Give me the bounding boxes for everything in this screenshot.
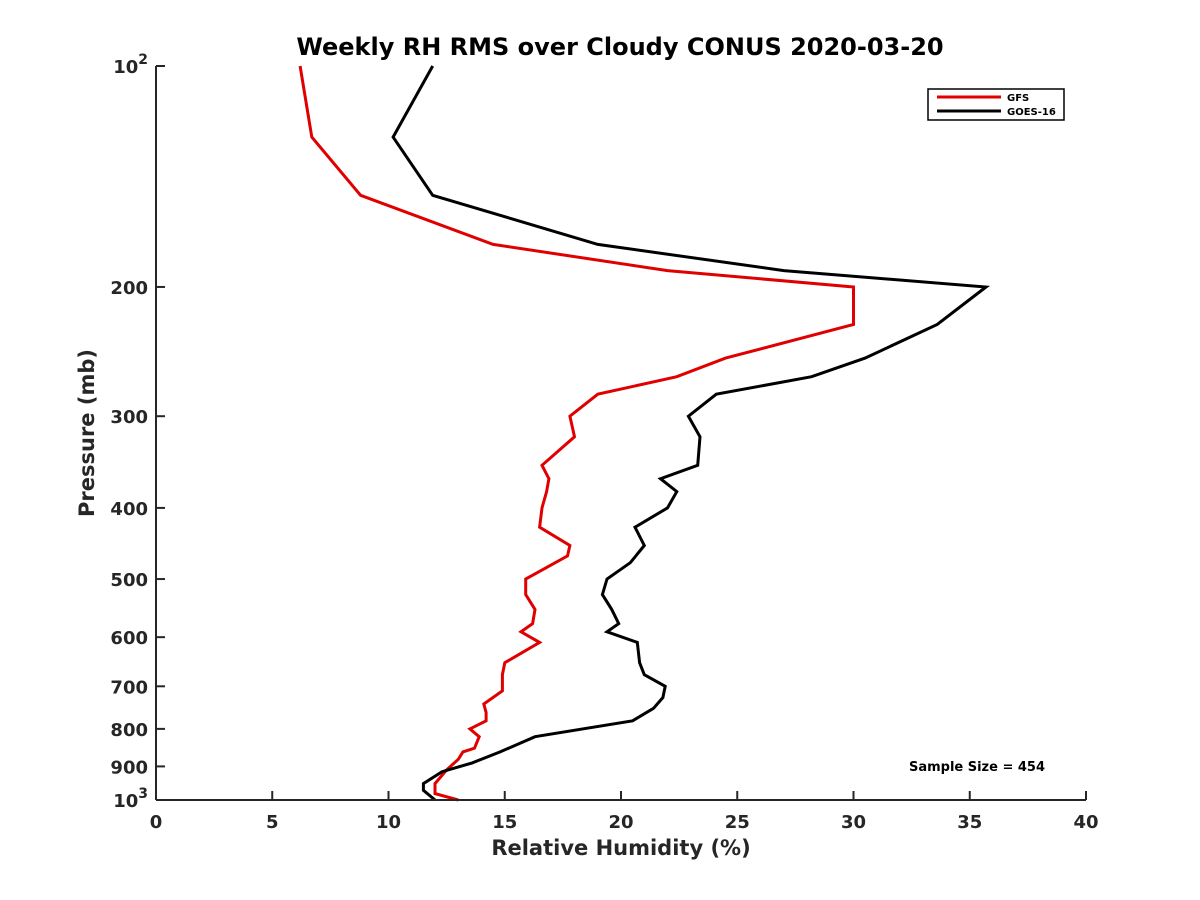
y-tick-label: 300 — [110, 407, 148, 428]
series-line-goes16 — [391, 65, 990, 802]
x-tick-label: 5 — [266, 812, 279, 833]
x-tick-label: 35 — [957, 812, 982, 833]
x-tick-label: 10 — [376, 812, 401, 833]
x-ticks: 0 5 10 15 20 25 30 35 40 — [150, 791, 1099, 833]
x-tick-label: 40 — [1073, 812, 1098, 833]
x-tick-label: 20 — [608, 812, 633, 833]
y-axis-label: Pressure (mb) — [75, 349, 99, 517]
y-tick-label: 103 — [113, 786, 148, 812]
chart-title: Weekly RH RMS over Cloudy CONUS 2020-03-… — [296, 33, 943, 61]
y-tick-label: 800 — [110, 720, 148, 741]
y-tick-label: 500 — [110, 570, 148, 591]
y-tick-label: 400 — [110, 499, 148, 520]
sample-size-annotation: Sample Size = 454 — [909, 760, 1045, 775]
x-axis-label: Relative Humidity (%) — [491, 836, 750, 860]
legend-label-gfs: GFS — [1007, 93, 1029, 104]
y-tick-label: 102 — [113, 52, 148, 78]
legend: GFS GOES-16 — [927, 88, 1065, 121]
x-tick-label: 25 — [725, 812, 750, 833]
legend-label-goes16: GOES-16 — [1007, 107, 1056, 118]
x-tick-label: 0 — [150, 812, 163, 833]
legend-box — [927, 88, 1065, 121]
y-tick-label: 700 — [110, 677, 148, 698]
series-layer — [298, 65, 990, 802]
x-tick-label: 15 — [492, 812, 517, 833]
y-tick-label: 900 — [110, 757, 148, 778]
x-tick-label: 30 — [841, 812, 866, 833]
y-ticks: 102 200 300 400 500 600 700 800 900 103 — [110, 52, 165, 812]
y-tick-label: 600 — [110, 628, 148, 649]
series-line-gfs — [298, 65, 855, 802]
y-tick-label: 200 — [110, 278, 148, 299]
